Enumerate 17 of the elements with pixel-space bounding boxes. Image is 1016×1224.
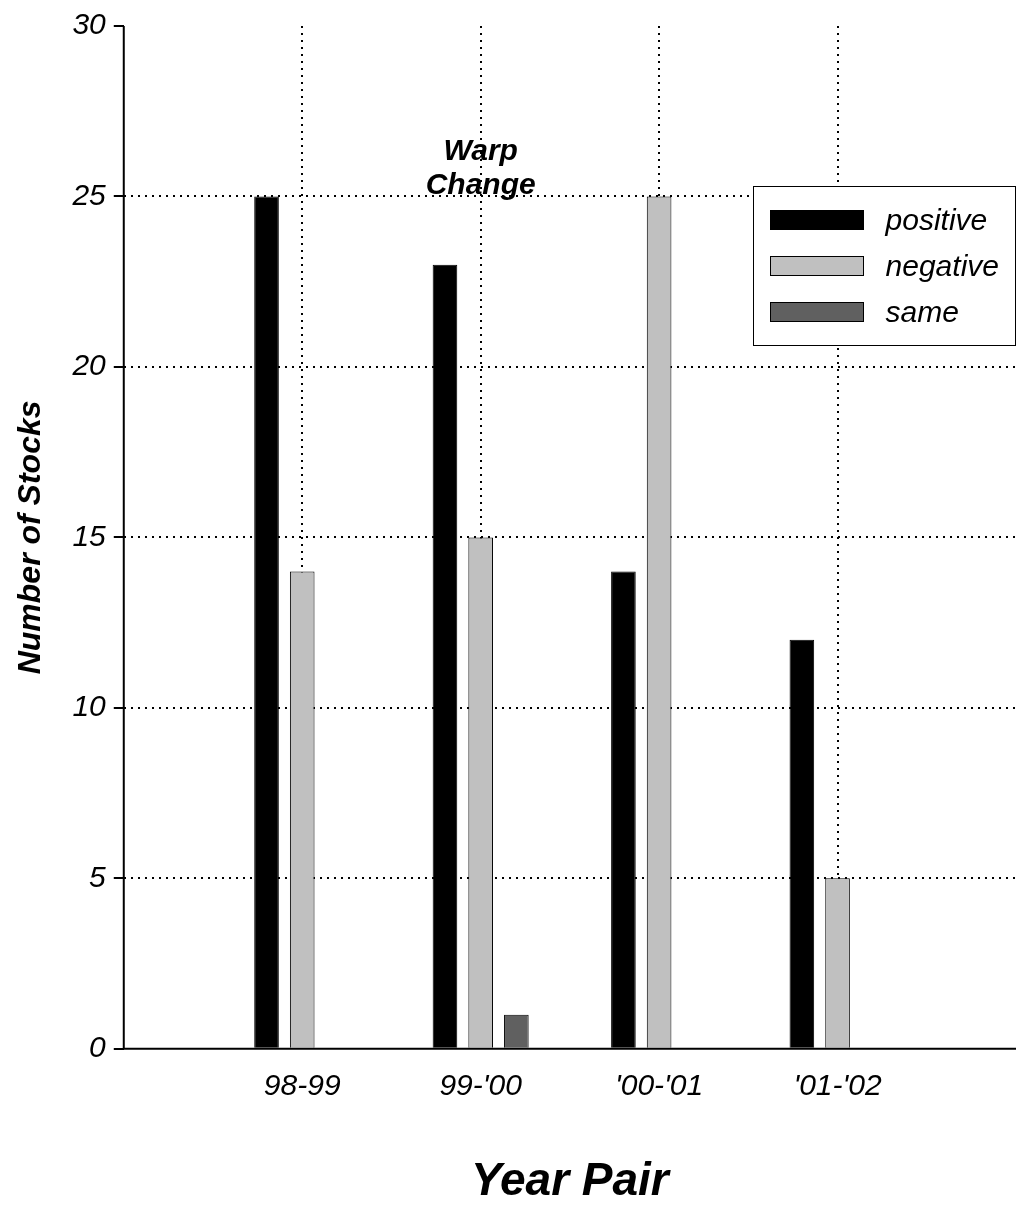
y-tick-label: 0	[89, 1030, 107, 1064]
x-axis-title: Year Pair	[470, 1153, 671, 1206]
y-tick-label: 25	[71, 177, 107, 211]
x-tick-label: 99-'00	[439, 1068, 523, 1102]
y-tick-label: 20	[71, 348, 107, 382]
legend-label: positive	[885, 203, 988, 237]
annotation: Warp Change	[425, 132, 536, 200]
legend-label: same	[885, 295, 959, 329]
y-tick-label: 15	[72, 518, 107, 552]
x-tick-label: '00-'01	[615, 1068, 704, 1102]
x-tick-label: '01-'02	[793, 1068, 882, 1102]
x-tick-label: 98-99	[263, 1068, 341, 1102]
y-axis-title: Number of Stocks	[11, 400, 48, 675]
y-tick-label: 30	[72, 7, 107, 41]
y-tick-label: 10	[72, 689, 107, 723]
legend-label: negative	[885, 249, 999, 283]
y-tick-label: 5	[89, 859, 107, 893]
